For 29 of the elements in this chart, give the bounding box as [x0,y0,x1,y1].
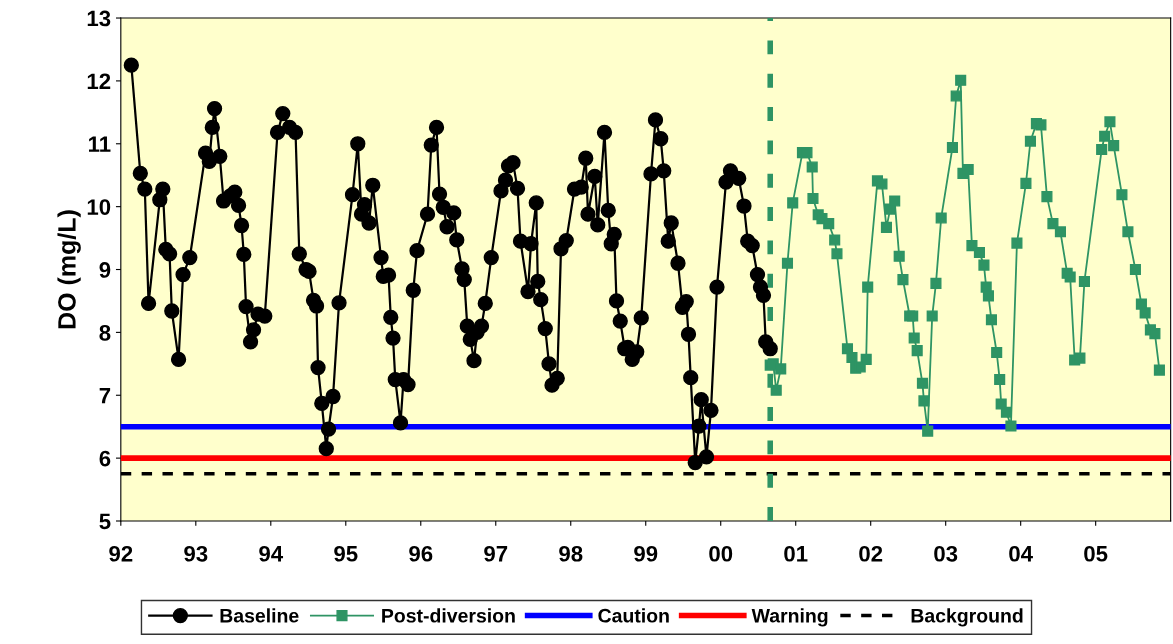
x-tick-label: 03 [934,545,958,562]
legend-label: Warning [751,608,828,627]
legend-label: Caution [598,608,669,623]
legend-label: Post-diversion [382,608,515,623]
y-tick-label: 6 [99,450,111,467]
x-tick-label: 95 [334,545,358,562]
x-tick-label: 00 [709,545,733,562]
y-tick-label: 11 [89,136,111,152]
y-tick-label: 10 [87,199,111,215]
y-tick-label: 7 [99,388,111,404]
x-tick-label: 01 [784,545,808,562]
x-tick-label: 05 [1084,545,1108,562]
x-tick-label: 93 [184,545,208,562]
x-tick-label: 99 [634,545,658,562]
x-tick-label: 92 [109,545,133,562]
x-tick-label: 02 [859,545,883,562]
x-tick-label: 04 [1009,545,1033,562]
x-tick-label: 98 [559,545,583,562]
y-tick-label: 13 [87,10,111,27]
y-axis-title: DO (mg/L) [57,210,81,329]
legend-label: Baseline [220,608,299,623]
y-tick-label: 9 [99,262,111,278]
legend-label: Background [911,608,1023,627]
x-tick-label: 94 [259,545,284,562]
y-tick-label: 12 [87,73,111,89]
x-tick-label: 97 [484,545,508,562]
y-tick-label: 5 [99,513,111,530]
x-tick-label: 96 [409,545,433,562]
y-tick-label: 8 [99,324,111,341]
